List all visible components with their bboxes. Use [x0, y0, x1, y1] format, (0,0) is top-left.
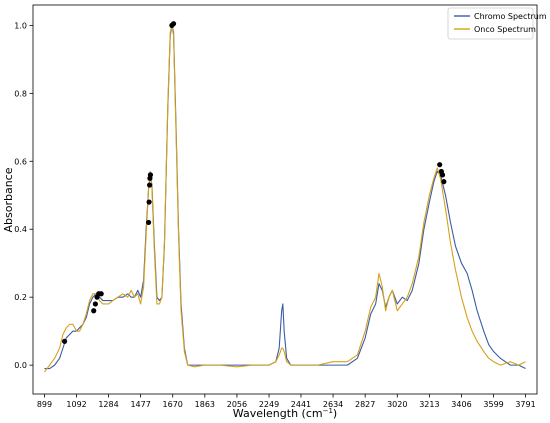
peak-marker-16 — [441, 179, 447, 185]
series-line-1 — [44, 24, 526, 373]
legend-label-chromo: Chromo Spectrum — [474, 12, 547, 21]
x-tick-label-9: 2634 — [323, 400, 343, 409]
peak-marker-8 — [147, 182, 153, 188]
peak-marker-5 — [98, 291, 104, 297]
y-tick-label-5: 1.0 — [14, 21, 27, 30]
x-tick-label-15: 3791 — [515, 400, 535, 409]
x-axis-title: Wavelength (cm−1) — [233, 407, 337, 420]
peak-marker-12 — [170, 21, 177, 27]
y-axis-ticks: 0.0 0.2 0.4 0.6 0.8 1.0 — [14, 21, 33, 370]
x-tick-label-12: 3213 — [419, 400, 439, 409]
x-tick-label-0: 899 — [37, 400, 52, 409]
peak-marker-6 — [146, 219, 152, 226]
x-tick-label-2: 1284 — [98, 400, 118, 409]
x-tick-label-1: 1092 — [66, 400, 86, 409]
x-tick-label-4: 1670 — [163, 400, 183, 409]
x-tick-label-13: 3406 — [451, 400, 471, 409]
peak-marker-1 — [91, 308, 97, 314]
y-tick-label-2: 0.4 — [14, 225, 27, 234]
plot-area — [32, 4, 538, 395]
legend-label-onco: Onco Spectrum — [474, 25, 536, 34]
y-tick-label-4: 0.8 — [14, 89, 27, 98]
legend: Chromo Spectrum Onco Spectrum — [447, 7, 547, 40]
x-tick-label-6: 2056 — [227, 400, 247, 409]
peak-marker-10 — [147, 172, 154, 178]
x-tick-label-7: 2249 — [259, 400, 279, 409]
y-tick-label-1: 0.2 — [14, 293, 27, 302]
peak-marker-15 — [439, 172, 446, 178]
series-layer — [44, 24, 526, 373]
y-tick-label-3: 0.6 — [14, 157, 27, 166]
x-axis-ticks: 899 1092 1284 1477 1670 1863 2056 2249 2441 2634 2… — [37, 394, 536, 409]
y-tick-label-0: 0.0 — [14, 361, 27, 370]
x-tick-label-5: 1863 — [195, 400, 215, 409]
x-tick-label-8: 2441 — [291, 400, 311, 409]
peak-marker-13 — [437, 162, 443, 168]
x-tick-label-14: 3599 — [483, 400, 503, 409]
peak-marker-7 — [146, 199, 152, 205]
x-tick-label-11: 3020 — [387, 400, 407, 409]
peak-marker-0 — [62, 338, 68, 344]
x-tick-label-10: 2827 — [355, 400, 375, 409]
marker-layer — [62, 21, 447, 344]
peak-marker-2 — [92, 301, 98, 307]
y-axis-title: Absorbance — [2, 167, 15, 232]
x-tick-label-3: 1477 — [130, 400, 150, 409]
